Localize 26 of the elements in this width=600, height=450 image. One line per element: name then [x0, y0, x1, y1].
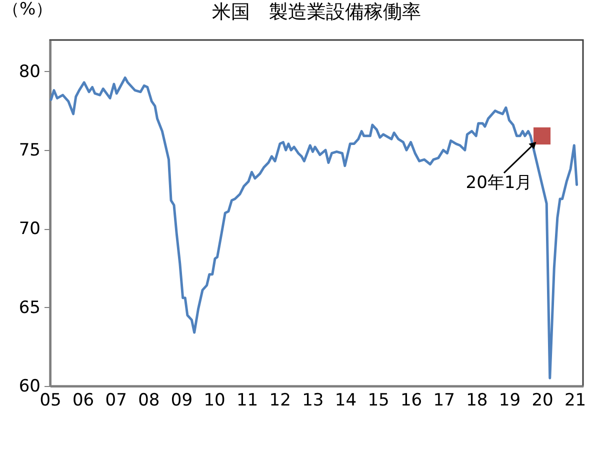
y-tick-label: 70 [18, 219, 40, 240]
y-tick-label: 65 [18, 298, 40, 318]
line-series [50, 76, 578, 380]
y-tick-label: 80 [18, 62, 40, 82]
x-tick-label: 14 [334, 390, 357, 410]
x-tick-label: 20 [532, 390, 554, 410]
annotation: 20年1月 [466, 172, 532, 193]
x-tick-label: 08 [138, 390, 160, 410]
x-tick-label: 11 [236, 390, 258, 410]
x-tick-label: 05 [40, 390, 62, 410]
x-tick-label: 13 [302, 390, 324, 410]
x-tick-label: 19 [498, 390, 521, 410]
x-tick-label: 10 [204, 390, 226, 410]
x-tick-label: 06 [72, 390, 94, 410]
x-tick-label: 17 [433, 390, 455, 410]
y-tick-label: 60 [18, 376, 40, 396]
chart-title: 米国 製造業設備稼働率 [212, 1, 421, 23]
x-tick-label: 12 [269, 390, 291, 410]
x-tick-label: 15 [368, 390, 390, 410]
x-tick-label: 16 [400, 390, 422, 410]
x-tick-label: 21 [564, 390, 586, 410]
x-tick-label: 09 [170, 390, 193, 410]
x-tick-label: 07 [105, 390, 127, 410]
y-tick-label: 75 [18, 140, 40, 161]
y-axis-title: （%） [2, 0, 53, 20]
x-tick-label: 18 [466, 390, 488, 410]
